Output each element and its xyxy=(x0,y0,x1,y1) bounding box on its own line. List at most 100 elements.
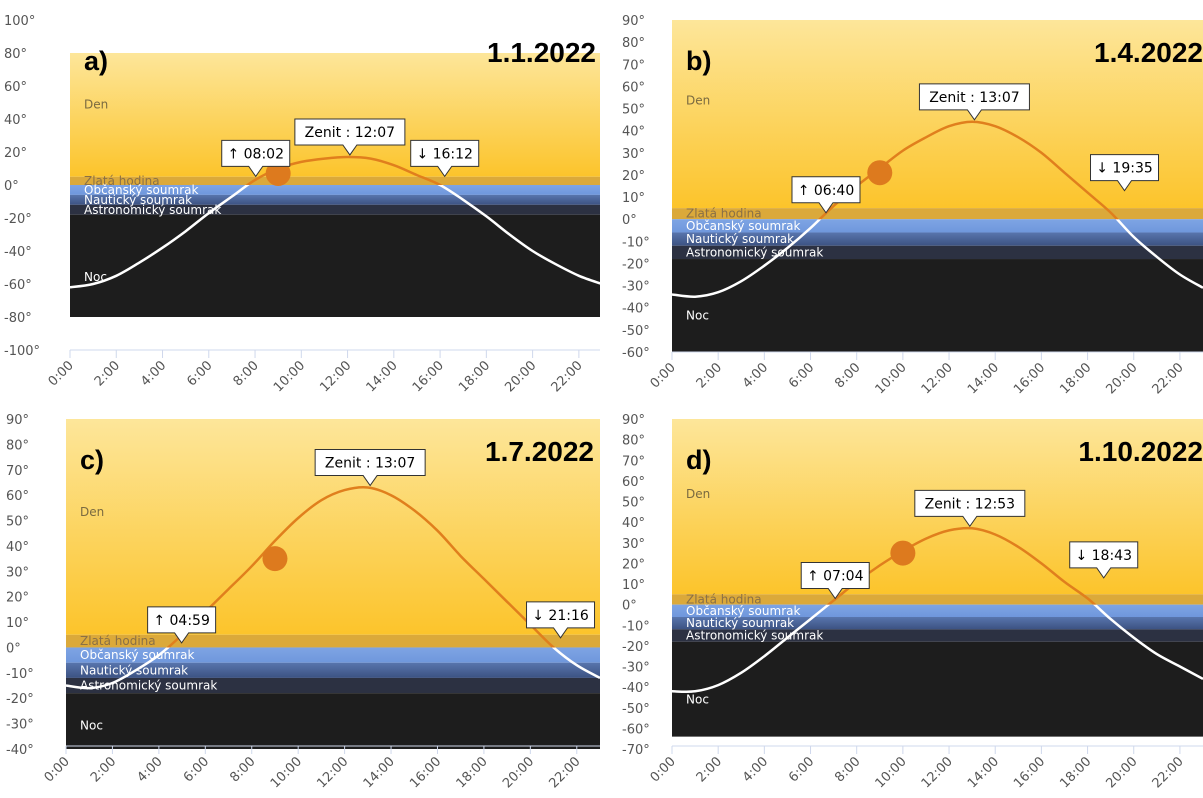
sun-marker xyxy=(890,540,916,566)
x-tick-label: 22:00 xyxy=(1150,360,1187,397)
sunrise-callout-box xyxy=(147,606,217,644)
x-tick-label: 18:00 xyxy=(454,754,491,791)
zone-nautical-twilight xyxy=(66,662,600,678)
sunset-callout: ↓ 18:43 xyxy=(1069,541,1139,579)
panel-letter: a) xyxy=(84,46,108,76)
sun-path-day-segment xyxy=(826,526,1097,605)
y-tick-label: -30° xyxy=(6,718,34,733)
y-tick-label: 10° xyxy=(622,578,645,593)
y-tick-label: -60° xyxy=(622,722,650,737)
y-tick-label: 10° xyxy=(6,616,29,631)
x-tick-label: 22:00 xyxy=(547,754,584,791)
x-tick-label: 4:00 xyxy=(740,754,771,785)
sunrise-callout-text: ↑ 08:02 xyxy=(227,146,284,162)
x-tick-label: 20:00 xyxy=(1103,754,1140,791)
sun-path-day-segment xyxy=(166,486,556,648)
x-tick-label: 6:00 xyxy=(786,360,817,391)
y-tick-label: 50° xyxy=(622,496,645,511)
zone-golden-hour-label: Zlatá hodina xyxy=(84,174,160,188)
x-tick-label: 16:00 xyxy=(1011,754,1048,791)
x-tick-label: 18:00 xyxy=(1057,360,1094,397)
y-tick-label: 70° xyxy=(622,58,645,73)
sunrise-callout: ↑ 07:04 xyxy=(800,562,870,600)
zone-civil-twilight-label: Občanský soumrak xyxy=(686,219,800,233)
y-tick-label: 90° xyxy=(622,14,645,29)
sunset-callout: ↓ 16:12 xyxy=(410,139,480,178)
panel-date: 1.4.2022 xyxy=(1094,37,1203,68)
x-tick-label: 6:00 xyxy=(184,358,215,389)
y-tick-label: -60° xyxy=(622,346,650,361)
zone-night xyxy=(66,693,600,749)
x-tick-label: 8:00 xyxy=(832,754,863,785)
x-tick-label: 2:00 xyxy=(88,754,119,785)
x-tick-label: 12:00 xyxy=(317,358,354,395)
y-tick-label: -70° xyxy=(622,743,650,758)
zone-astronomical-twilight-label: Astronomický soumrak xyxy=(686,245,823,259)
x-tick-label: 8:00 xyxy=(832,360,863,391)
y-tick-label: -10° xyxy=(622,619,650,634)
y-tick-label: -80° xyxy=(4,311,32,326)
x-tick-label: 14:00 xyxy=(364,358,401,395)
sunset-callout-box xyxy=(526,601,596,639)
sunrise-callout: ↑ 08:02 xyxy=(221,139,291,178)
y-tick-label: -50° xyxy=(622,702,650,717)
y-tick-label: 0° xyxy=(622,599,637,614)
x-tick-label: 6:00 xyxy=(786,754,817,785)
x-tick-label: 4:00 xyxy=(138,358,169,389)
zone-astronomical-twilight xyxy=(672,629,1203,642)
sunset-callout-text: ↓ 16:12 xyxy=(416,146,473,162)
y-tick-label: 60° xyxy=(6,489,29,504)
y-tick-label: 20° xyxy=(4,146,27,161)
panel-date: 1.10.2022 xyxy=(1078,436,1203,467)
sunset-callout-text: ↓ 18:43 xyxy=(1075,548,1132,564)
sun-path-night-segment xyxy=(672,219,1203,298)
sunrise-callout-text: ↑ 07:04 xyxy=(807,569,864,585)
zenith-callout: Zenit : 12:53 xyxy=(914,489,1026,528)
x-tick-label: 6:00 xyxy=(181,754,212,785)
sun-marker xyxy=(867,160,893,186)
zone-civil-twilight-label: Občanský soumrak xyxy=(80,648,194,662)
sunrise-callout-text: ↑ 06:40 xyxy=(798,183,855,199)
y-tick-label: 40° xyxy=(4,113,27,128)
zone-day-label: Den xyxy=(686,487,710,501)
zone-civil-twilight-label: Občanský soumrak xyxy=(686,604,800,618)
x-tick-label: 10:00 xyxy=(873,754,910,791)
y-tick-label: -40° xyxy=(4,245,32,260)
panel-date: 1.1.2022 xyxy=(487,37,596,68)
sun-path-night-segment xyxy=(70,185,600,289)
zone-civil-twilight xyxy=(672,604,1203,617)
x-tick-label: 16:00 xyxy=(410,358,447,395)
x-tick-label: 0:00 xyxy=(648,360,679,391)
y-tick-label: -40° xyxy=(622,302,650,317)
y-tick-label: 100° xyxy=(4,14,35,29)
y-tick-label: 20° xyxy=(6,591,29,606)
zone-day xyxy=(70,53,600,177)
x-tick-label: 20:00 xyxy=(502,358,539,395)
zenith-callout-text: Zenit : 13:07 xyxy=(325,456,415,472)
y-tick-label: 50° xyxy=(6,515,29,530)
zenith-callout-text: Zenit : 12:07 xyxy=(305,125,395,141)
y-tick-label: -100° xyxy=(4,344,40,359)
y-tick-label: 70° xyxy=(622,454,645,469)
zone-night xyxy=(70,214,600,317)
x-tick-label: 12:00 xyxy=(919,754,956,791)
y-tick-label: 60° xyxy=(622,80,645,95)
zone-golden-hour xyxy=(672,208,1203,220)
x-tick-label: 16:00 xyxy=(407,754,444,791)
x-tick-label: 0:00 xyxy=(42,754,73,785)
zenith-callout-box xyxy=(314,449,426,487)
sunset-callout-box xyxy=(410,139,480,178)
y-tick-label: 50° xyxy=(622,103,645,118)
sun-path-night-segment xyxy=(66,647,600,690)
sun-path-day-segment xyxy=(245,155,443,185)
sunset-callout: ↓ 21:16 xyxy=(526,601,596,639)
zone-astronomical-twilight-label: Astronomický soumrak xyxy=(686,629,823,643)
sun-path-day-segment xyxy=(817,120,1119,220)
x-tick-label: 10:00 xyxy=(268,754,305,791)
y-tick-label: 60° xyxy=(622,475,645,490)
y-tick-label: 90° xyxy=(6,413,29,428)
x-tick-label: 12:00 xyxy=(314,754,351,791)
